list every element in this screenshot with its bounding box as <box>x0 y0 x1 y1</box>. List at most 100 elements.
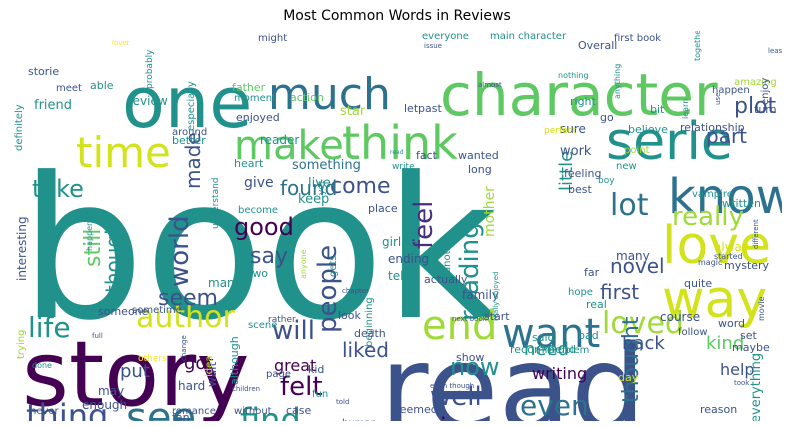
word-time: time <box>76 128 171 177</box>
word-really: really <box>672 202 744 232</box>
word-course: course <box>660 310 700 324</box>
word-quite: quite <box>684 277 712 290</box>
word-turn: turn <box>754 103 777 116</box>
word-issue: issue <box>424 42 442 50</box>
word-although: although <box>228 336 241 385</box>
word-now: now <box>450 353 500 381</box>
word-overall: Overall <box>578 39 617 52</box>
word-interesting: interesting <box>15 216 29 281</box>
word-much: much <box>268 69 391 120</box>
word-yet: yet <box>317 180 327 195</box>
word-book: book <box>20 136 498 364</box>
word-seemed: seemed <box>394 403 438 416</box>
word-death: death <box>354 327 386 340</box>
word-without: without <box>234 406 272 417</box>
word-two: two <box>248 267 268 280</box>
word-lot: lot <box>610 188 649 223</box>
word-left: left <box>408 224 421 243</box>
word-feeling: feeling <box>564 167 601 180</box>
word-way: way <box>662 270 767 330</box>
word-need: need <box>524 339 569 360</box>
word-find: find <box>240 401 301 421</box>
word-main-character: main character <box>490 31 567 42</box>
word-though: though <box>101 222 125 293</box>
word-character: character <box>440 61 718 129</box>
word-chapter: chapter <box>342 287 369 295</box>
word-see: see <box>126 395 196 421</box>
word-back: back <box>622 333 665 354</box>
word-review: review <box>128 94 168 108</box>
word-great: great <box>274 356 316 375</box>
word-reason: reason <box>700 403 737 416</box>
word-action: action <box>290 91 324 104</box>
word-alway: alway <box>714 240 749 254</box>
word-change: change <box>180 335 188 361</box>
word-keep: keep <box>298 192 329 207</box>
word-life: life <box>28 311 71 344</box>
word-sometime: sometime <box>132 305 182 316</box>
word-story: story <box>22 322 250 421</box>
word-happened: happened <box>85 211 94 251</box>
word-boy: boy <box>598 176 615 186</box>
word-father: father <box>232 81 266 94</box>
word-family: family <box>462 288 499 302</box>
word-enjoyed: enjoyed <box>236 111 280 124</box>
word-help: help <box>720 360 755 379</box>
word-hope: hope <box>568 287 593 298</box>
word-day: day <box>618 371 639 384</box>
word-feel: feel <box>409 201 439 249</box>
word-romance: romance <box>172 406 216 417</box>
word-point: point <box>624 145 650 156</box>
word-wanted: wanted <box>458 149 499 162</box>
word-made: made <box>181 132 205 189</box>
word-least: least <box>768 47 782 55</box>
word-far: far <box>584 266 600 279</box>
word-take: take <box>32 175 84 203</box>
word-cloud: book read story one character much think serie k… <box>12 31 782 421</box>
word-enjoy: enjoy <box>760 78 771 105</box>
word-friend: friend <box>34 98 72 113</box>
word-really-enjoyed: really enjoyed <box>492 272 500 321</box>
word-human: human <box>342 418 377 421</box>
word-plot: plot <box>734 94 777 119</box>
word-start: start <box>484 310 510 323</box>
word-bad: bad <box>578 329 599 342</box>
word-new: new <box>616 161 637 172</box>
word-first: first <box>600 280 639 304</box>
word-probably: probably <box>145 49 155 89</box>
chart-title: Most Common Words in Reviews <box>283 8 511 24</box>
word-man: man <box>208 276 235 290</box>
word-even-though: even though <box>430 382 474 390</box>
word-vampire: vampire <box>692 189 733 200</box>
word-full: full <box>92 332 103 340</box>
word-show: show <box>456 351 484 364</box>
word-look: look <box>338 309 362 322</box>
word-nothing: nothing <box>558 71 589 80</box>
word-tell: tell <box>388 269 407 283</box>
word-heart: heart <box>234 157 264 170</box>
word-problem: problem <box>548 345 589 356</box>
word-amazing: amazing <box>734 77 777 88</box>
word-started: started <box>714 252 743 261</box>
word-thought: thought <box>619 316 644 403</box>
word-even: even <box>520 389 589 421</box>
word-best: best <box>568 183 592 196</box>
word-rather: rather <box>268 315 296 325</box>
word-use: use <box>714 93 722 105</box>
word-mystery: mystery <box>724 259 770 272</box>
word-meet: meet <box>56 83 82 94</box>
word-movie: movie <box>757 296 766 321</box>
word-written: written <box>722 197 761 210</box>
word-magic: magic <box>698 258 722 267</box>
word-beginning: beginning <box>364 297 375 347</box>
word-say: say <box>250 244 288 269</box>
word-recommend: recommend <box>510 343 576 356</box>
word-felt: felt <box>280 372 323 402</box>
word-together: together <box>693 31 702 61</box>
word-write: write <box>392 162 415 172</box>
word-thing: thing <box>26 397 108 421</box>
word-took: took <box>734 379 750 387</box>
word-place: place <box>368 202 398 215</box>
word-work: work <box>560 144 592 159</box>
word-think: think <box>342 116 458 170</box>
